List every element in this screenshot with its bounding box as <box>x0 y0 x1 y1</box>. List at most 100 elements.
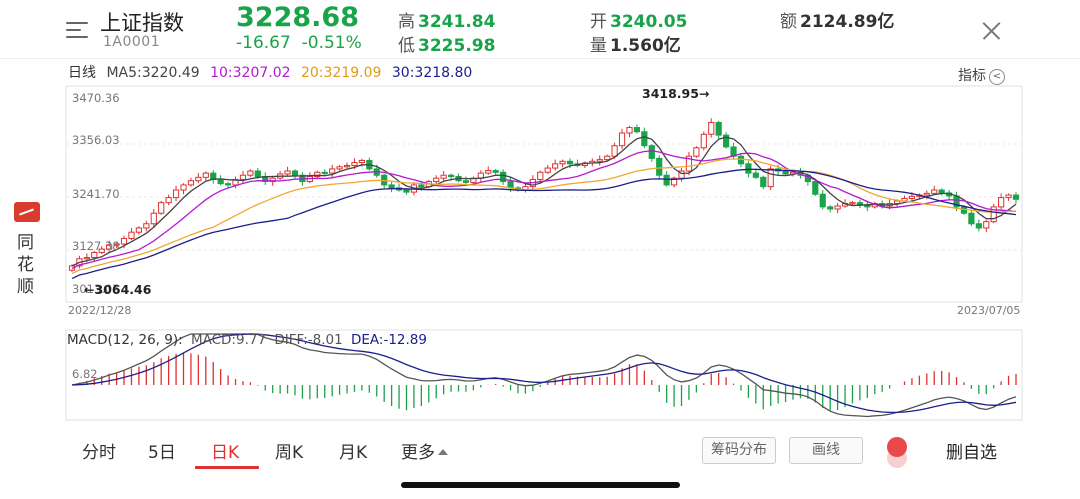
candle <box>98 248 105 253</box>
candle <box>544 167 551 173</box>
candle <box>559 160 566 165</box>
candle <box>120 238 128 245</box>
candle <box>737 155 745 165</box>
macd-legend: MACD(12, 26, 9): MACD:9.77 DIFF:-8.01 DE… <box>67 332 427 348</box>
candle <box>834 205 841 210</box>
date-start: 2022/12/28 <box>68 304 131 317</box>
favorite-dot-icon[interactable] <box>887 437 907 457</box>
draw-line-button[interactable]: 画线 <box>789 437 863 464</box>
candle <box>224 183 232 186</box>
candle <box>165 197 172 204</box>
candle <box>447 174 455 177</box>
candle <box>1005 194 1012 199</box>
chip-distribution-button[interactable]: 筹码分布 <box>702 437 776 464</box>
candle <box>343 165 351 168</box>
candle <box>626 127 633 134</box>
high-label: 高 <box>398 12 415 32</box>
candle <box>849 202 856 205</box>
candle <box>618 132 626 147</box>
candle <box>440 174 447 179</box>
tab-5day[interactable]: 5日 <box>148 443 176 463</box>
candle <box>812 181 819 195</box>
candle <box>195 176 202 182</box>
ma10-value: 10:3207.02 <box>210 65 291 81</box>
price-axis-top: 3470.36 <box>72 91 120 105</box>
ma20-line <box>71 158 1017 275</box>
candle <box>931 189 938 194</box>
tab-weekly-k[interactable]: 周K <box>275 443 304 463</box>
macd-value: MACD:9.77 <box>191 332 266 348</box>
dea-line <box>71 333 1017 414</box>
candle <box>633 127 641 133</box>
ma30-line <box>71 168 1017 280</box>
candle <box>500 171 507 183</box>
tab-monthly-k[interactable]: 月K <box>339 443 368 463</box>
period-label: 日线 <box>68 65 96 81</box>
candle <box>187 180 195 186</box>
candle <box>656 157 663 176</box>
candle <box>938 189 945 194</box>
candle <box>663 174 670 186</box>
ma5-line <box>71 136 1017 267</box>
ma-legend: 日线 MA5:3220.49 10:3207.02 20:3219.09 30:… <box>68 62 474 82</box>
candle <box>693 147 700 157</box>
candle <box>685 155 693 172</box>
candle <box>507 181 514 189</box>
candle <box>128 231 135 240</box>
candle <box>351 162 358 167</box>
candle <box>968 212 975 225</box>
candle <box>418 184 425 188</box>
candle <box>566 160 574 165</box>
change-percent: -0.51% <box>301 33 362 53</box>
diff-value: DIFF:-8.01 <box>274 332 342 348</box>
candle <box>433 177 440 183</box>
tab-more[interactable]: 更多 <box>401 438 448 463</box>
home-indicator <box>401 482 680 488</box>
candle <box>752 172 759 178</box>
amount-stat: 额 2124.89亿 <box>780 7 894 32</box>
candle <box>923 192 930 196</box>
candle <box>172 189 180 199</box>
price-axis-mid2: 3241.70 <box>72 187 120 201</box>
index-code: 1A0001 <box>103 34 161 50</box>
candle <box>202 172 209 178</box>
candle <box>700 133 707 149</box>
candle <box>760 176 767 188</box>
amount-label: 额 <box>780 12 797 32</box>
candle <box>552 163 559 169</box>
ma10-line <box>71 150 1017 270</box>
candle <box>998 197 1005 208</box>
side-brand-text[interactable]: 同花顺 <box>17 233 34 297</box>
candle <box>135 227 142 233</box>
chevron-left-icon: < <box>989 69 1005 85</box>
candle <box>715 121 722 136</box>
tab-intraday[interactable]: 分时 <box>82 443 116 463</box>
indicator-label: 指标 <box>958 68 986 84</box>
candle <box>983 221 990 229</box>
candle <box>113 243 120 246</box>
kline-chart[interactable]: 3470.36 3356.03 3241.70 3127.38 3013.05 … <box>0 0 1080 430</box>
candle <box>321 171 328 174</box>
macd-group <box>71 333 1017 418</box>
remove-favorite-button[interactable]: 删自选 <box>946 443 997 463</box>
candle <box>908 195 916 199</box>
amount-value: 2124.89亿 <box>800 12 895 32</box>
tonghuashun-logo-icon[interactable] <box>14 202 40 222</box>
dea-value: DEA:-12.89 <box>351 332 427 348</box>
candle <box>604 155 611 161</box>
candle <box>314 171 321 177</box>
high-stat: 高 3241.84 <box>398 7 495 32</box>
indicator-button[interactable]: 指标 < <box>958 65 1005 85</box>
price-axis-mid3: 3127.38 <box>72 239 120 253</box>
candle <box>150 212 157 225</box>
ma30-value: 30:3218.80 <box>391 65 473 81</box>
menu-icon[interactable] <box>66 20 90 40</box>
low-stat: 低 3225.98 <box>398 31 495 56</box>
volume-value: 1.560亿 <box>610 36 681 56</box>
candle <box>291 170 299 176</box>
candle <box>91 251 98 259</box>
tab-daily-k[interactable]: 日K <box>211 443 240 463</box>
candle <box>1012 194 1020 200</box>
candle <box>975 223 982 229</box>
price-frame <box>65 85 1023 303</box>
